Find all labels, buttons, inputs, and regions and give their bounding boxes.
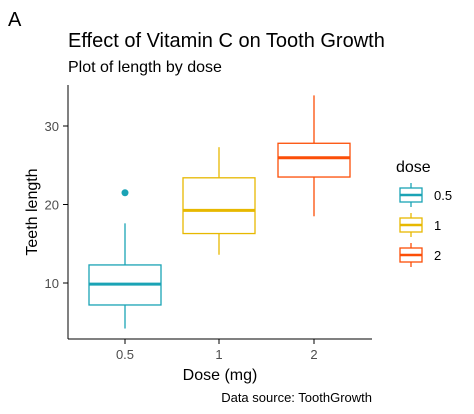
box-iqr xyxy=(182,177,256,235)
legend-key-1: 1 xyxy=(399,213,441,237)
legend-label: 1 xyxy=(434,218,441,233)
box-1 xyxy=(182,147,256,255)
x-tick-label: 2 xyxy=(310,347,317,362)
box-0.5 xyxy=(88,189,162,329)
legend-keys: 0.5 1 2 xyxy=(399,183,452,267)
y-ticks: 10 20 30 xyxy=(45,119,68,291)
legend-label: 2 xyxy=(434,248,441,263)
box-2 xyxy=(277,95,351,217)
x-tick-label: 1 xyxy=(215,347,222,362)
chart-subtitle: Plot of length by dose xyxy=(68,59,222,76)
y-axis-label: Teeth length xyxy=(24,168,41,255)
legend-key-0.5: 0.5 xyxy=(399,183,452,207)
boxes xyxy=(88,95,351,329)
legend-label: 0.5 xyxy=(434,188,452,203)
legend-key-2: 2 xyxy=(399,243,441,267)
outlier-point xyxy=(121,189,129,197)
panel-tag: A xyxy=(8,9,22,31)
y-tick-label: 10 xyxy=(45,276,59,291)
chart-caption: Data source: ToothGrowth xyxy=(221,390,372,405)
legend: dose 0.5 1 2 xyxy=(396,159,452,267)
x-ticks: 0.5 1 2 xyxy=(116,339,318,362)
y-tick-label: 20 xyxy=(45,198,59,213)
y-tick-label: 30 xyxy=(45,119,59,134)
box-iqr xyxy=(277,142,351,178)
x-axis-label: Dose (mg) xyxy=(183,367,258,384)
chart-title: Effect of Vitamin C on Tooth Growth xyxy=(68,30,385,52)
x-tick-label: 0.5 xyxy=(116,347,134,362)
legend-title: dose xyxy=(396,159,431,176)
